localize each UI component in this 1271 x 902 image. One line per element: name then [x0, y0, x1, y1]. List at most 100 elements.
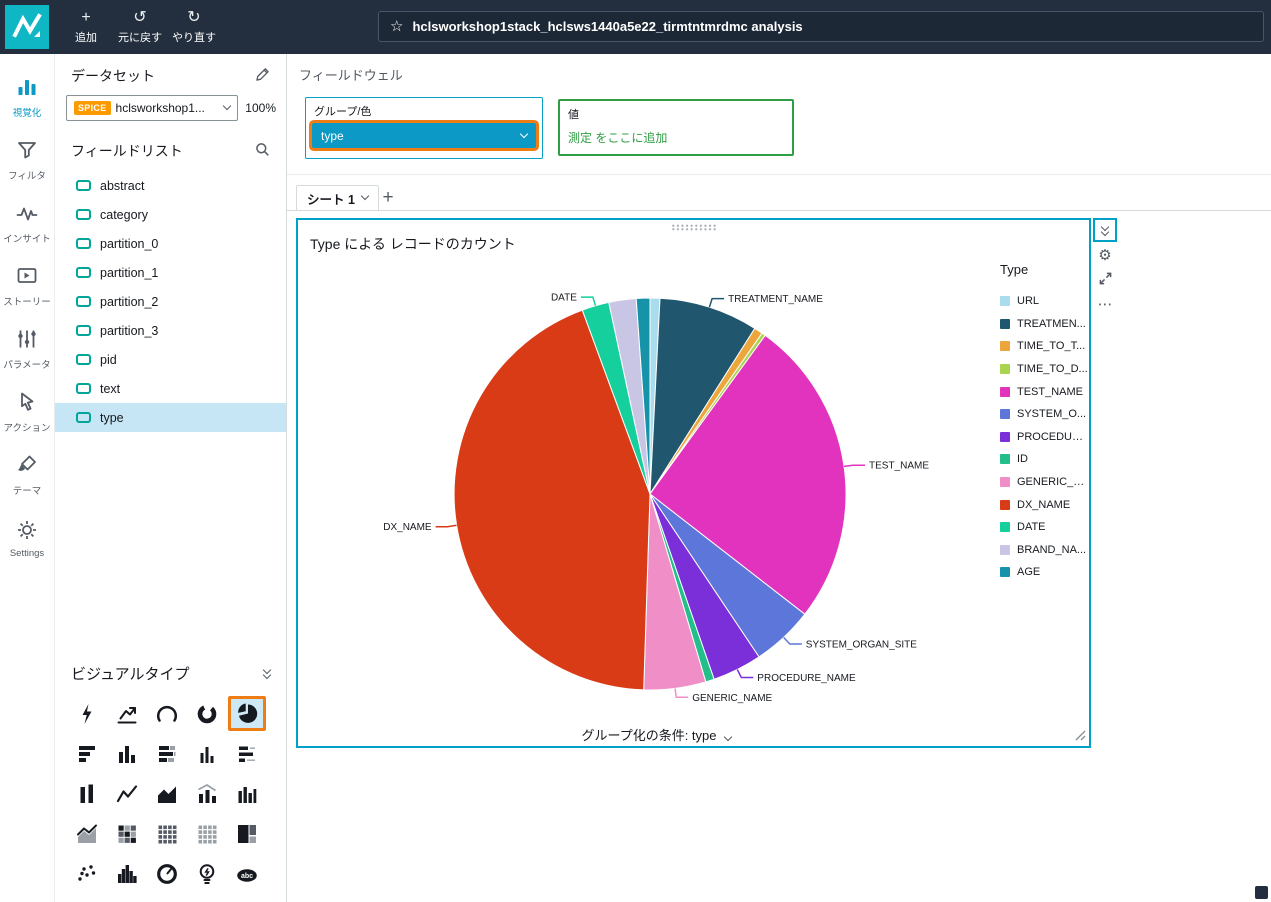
sidebar-item-label: Settings — [9, 547, 45, 559]
field-label: partition_3 — [100, 323, 159, 338]
visual-type-clustered-bar-icon[interactable] — [228, 776, 266, 811]
legend-label: TREATMEN... — [1017, 317, 1086, 330]
visual-type-insights-icon[interactable] — [188, 856, 226, 891]
legend-item-TIME_TO_T...[interactable]: TIME_TO_T... — [1000, 335, 1088, 358]
sidebar-item-visualize[interactable]: 視覚化 — [0, 66, 54, 129]
sheet-tab[interactable]: シート 1 — [296, 185, 379, 211]
sidebar-item-settings[interactable]: Settings — [0, 507, 54, 570]
legend-item-PROCEDURE_NAME[interactable]: PROCEDUR... — [1000, 426, 1088, 449]
legend-swatch — [1000, 499, 1010, 510]
visual-type-treemap-icon[interactable] — [228, 816, 266, 851]
visual-type-line-area-icon[interactable] — [68, 816, 106, 851]
visual-type-pie-icon[interactable] — [228, 696, 266, 731]
corner-widget[interactable] — [1255, 886, 1268, 899]
group-by-control[interactable]: グループ化の条件: type — [298, 725, 1014, 744]
edit-dataset-pencil-icon[interactable] — [255, 67, 270, 85]
pie-slice-AGE[interactable] — [635, 297, 651, 495]
field-well-group-color[interactable]: グループ/色 type — [305, 97, 543, 159]
visual-type-horizontal-bar-list-icon[interactable] — [228, 736, 266, 771]
pie-callout-line — [708, 297, 725, 308]
add-sheet-button[interactable]: + — [382, 187, 394, 208]
story-icon — [16, 265, 38, 290]
sidebar-item-story[interactable]: ストーリー — [0, 255, 54, 318]
pie-chart-visual[interactable]: Type による レコードのカウント TREATMENT_NAME TEST_NA… — [296, 218, 1091, 748]
visual-type-small-vertical-bar-icon[interactable] — [188, 736, 226, 771]
legend-item-TIME_TO_D...[interactable]: TIME_TO_D... — [1000, 358, 1088, 381]
field-label: partition_0 — [100, 236, 159, 251]
undo-button[interactable]: ↺ 元に戻す — [113, 0, 167, 54]
redo-button[interactable]: ↻ やり直す — [167, 0, 221, 54]
legend-item-URL[interactable]: URL — [1000, 290, 1088, 313]
visual-type-stacked-horizontal-bar-icon[interactable] — [148, 736, 186, 771]
visual-menu-ellipsis-icon[interactable]: ⋯ — [1097, 296, 1113, 313]
sidebar-item-insights[interactable]: インサイト — [0, 192, 54, 255]
undo-icon: ↺ — [133, 8, 147, 26]
visual-type-pivot-table-icon[interactable] — [148, 816, 186, 851]
sidebar-item-parameters[interactable]: パラメータ — [0, 318, 54, 381]
visual-type-line-chart-icon[interactable] — [108, 776, 146, 811]
legend-item-SYSTEM_ORGAN_SITE[interactable]: SYSTEM_O... — [1000, 403, 1088, 426]
quicksight-logo[interactable] — [5, 5, 49, 49]
field-item-partition_0[interactable]: partition_0 — [55, 229, 286, 258]
visual-type-paired-bar-icon[interactable] — [68, 776, 106, 811]
legend-swatch — [1000, 341, 1010, 352]
visual-type-table-icon[interactable] — [188, 816, 226, 851]
field-item-type[interactable]: type — [55, 403, 286, 432]
visual-type-area-chart-icon[interactable] — [148, 776, 186, 811]
legend-item-AGE[interactable]: AGE — [1000, 561, 1088, 584]
visual-type-donut-icon[interactable] — [188, 696, 226, 731]
collapse-double-chevron-icon[interactable] — [262, 665, 272, 680]
resize-handle[interactable] — [1075, 729, 1086, 744]
spice-badge: SPICE — [74, 101, 111, 115]
legend-item-DX_NAME[interactable]: DX_NAME — [1000, 493, 1088, 516]
legend-item-GENERIC_NAME[interactable]: GENERIC_N... — [1000, 471, 1088, 494]
value-well-placeholder[interactable]: 測定 をここに追加 — [568, 131, 668, 145]
visual-type-donut-gauge-icon[interactable] — [148, 856, 186, 891]
visual-type-horizontal-bar-icon[interactable] — [68, 736, 106, 771]
dataset-selector-dropdown[interactable]: SPICE hclsworkshop1... — [66, 95, 239, 121]
field-item-text[interactable]: text — [55, 374, 286, 403]
field-item-category[interactable]: category — [55, 200, 286, 229]
visual-type-auto-graph-icon[interactable] — [68, 696, 106, 731]
visual-settings-gear-icon[interactable]: ⚙ — [1098, 247, 1112, 264]
field-item-abstract[interactable]: abstract — [55, 171, 286, 200]
field-item-partition_2[interactable]: partition_2 — [55, 287, 286, 316]
visual-type-scatter-plot-icon[interactable] — [68, 856, 106, 891]
legend-item-DATE[interactable]: DATE — [1000, 516, 1088, 539]
field-item-partition_1[interactable]: partition_1 — [55, 258, 286, 287]
divider — [287, 174, 1271, 175]
legend-item-ID[interactable]: ID — [1000, 448, 1088, 471]
legend-item-BRAND_NA...[interactable]: BRAND_NA... — [1000, 539, 1088, 562]
star-icon[interactable]: ☆ — [390, 18, 404, 35]
group-color-field-dropdown[interactable]: type — [312, 123, 536, 148]
sidebar-item-actions[interactable]: アクション — [0, 381, 54, 444]
dataset-name: hclsworkshop1... — [115, 101, 205, 115]
pie-chart[interactable]: TREATMENT_NAME TEST_NAME SYSTEM_ORGAN_SITE… — [298, 220, 1089, 746]
pie-slice-TEST_NAME[interactable] — [649, 334, 847, 615]
drag-handle[interactable] — [670, 224, 717, 231]
visual-type-gauge-icon[interactable] — [148, 696, 186, 731]
visual-type-word-cloud-icon[interactable]: abc — [228, 856, 266, 891]
visual-type-bar-line-combo-icon[interactable] — [188, 776, 226, 811]
analysis-title-bar[interactable]: ☆ hclsworkshop1stack_hclsws1440a5e22_tir… — [378, 11, 1264, 42]
visual-type-kpi-icon[interactable] — [108, 696, 146, 731]
field-well-value[interactable]: 値 測定 をここに追加 — [558, 99, 794, 156]
sidebar-item-filter[interactable]: フィルタ — [0, 129, 54, 192]
expand-icon[interactable] — [1099, 272, 1112, 288]
pie-slice-label: PROCEDURE_NAME — [757, 673, 856, 684]
search-icon[interactable] — [255, 142, 270, 160]
add-button[interactable]: + 追加 — [59, 0, 113, 54]
legend-item-TREATMENT_NAME[interactable]: TREATMEN... — [1000, 313, 1088, 336]
visual-type-vertical-bar-icon[interactable] — [108, 736, 146, 771]
legend-item-TEST_NAME[interactable]: TEST_NAME — [1000, 380, 1088, 403]
visual-collapse-button[interactable] — [1093, 218, 1117, 242]
pie-slice-TREATMENT_NAME[interactable] — [649, 297, 756, 496]
visual-type-histogram-icon[interactable] — [108, 856, 146, 891]
sheet-tab-bar: シート 1 + — [287, 185, 1271, 211]
sidebar-item-themes[interactable]: テーマ — [0, 444, 54, 507]
visual-type-heatmap-icon[interactable] — [108, 816, 146, 851]
pie-slice-DX_NAME[interactable] — [453, 309, 651, 691]
field-item-pid[interactable]: pid — [55, 345, 286, 374]
field-list: abstract category partition_0 partition_1 pa… — [55, 171, 286, 432]
field-item-partition_3[interactable]: partition_3 — [55, 316, 286, 345]
